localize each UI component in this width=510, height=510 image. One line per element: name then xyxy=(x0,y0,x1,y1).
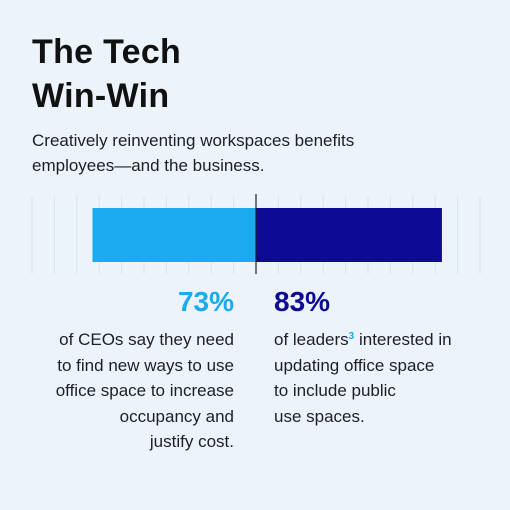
stat-leaders-line-text: interested in xyxy=(354,330,452,349)
stat-leaders-description: of leaders3 interested in updating offic… xyxy=(274,327,494,429)
page-title: The Tech Win-Win xyxy=(32,30,452,118)
title-line-2: Win-Win xyxy=(32,77,170,115)
comparison-bar-chart xyxy=(31,194,481,274)
stat-ceos-line: office space to increase xyxy=(55,381,234,400)
stat-leaders-line: of leaders3 interested in xyxy=(274,327,494,353)
footnote-marker: 3 xyxy=(348,331,355,342)
stat-ceos-line: to find new ways to use xyxy=(57,355,234,375)
stat-ceos-description: of CEOs say they need to find new ways t… xyxy=(14,327,234,455)
stat-ceos-line: occupancy and xyxy=(119,406,234,426)
subtitle: Creatively reinventing workspaces benefi… xyxy=(32,128,472,178)
stat-ceos-value: 73% xyxy=(177,286,234,317)
stat-ceos: 73% of CEOs say they need to find new wa… xyxy=(14,285,234,455)
bar-ceos xyxy=(92,208,256,262)
stat-leaders-value: 83% xyxy=(274,286,331,317)
title-line-1: The Tech xyxy=(32,33,182,71)
stat-leaders-line: use spaces. xyxy=(274,406,365,426)
subtitle-line-1: Creatively reinventing workspaces benefi… xyxy=(32,131,355,150)
stat-leaders-line: to include public xyxy=(274,381,396,400)
stat-leaders: 83% of leaders3 interested in updating o… xyxy=(274,285,494,429)
stat-leaders-line-text: of leaders xyxy=(274,330,349,349)
stat-ceos-line: of CEOs say they need xyxy=(59,330,234,349)
stat-leaders-line: updating office space xyxy=(274,355,435,375)
subtitle-line-2: employees—and the business. xyxy=(32,156,265,175)
stat-ceos-line: justify cost. xyxy=(149,432,234,451)
bar-leaders xyxy=(256,208,442,262)
